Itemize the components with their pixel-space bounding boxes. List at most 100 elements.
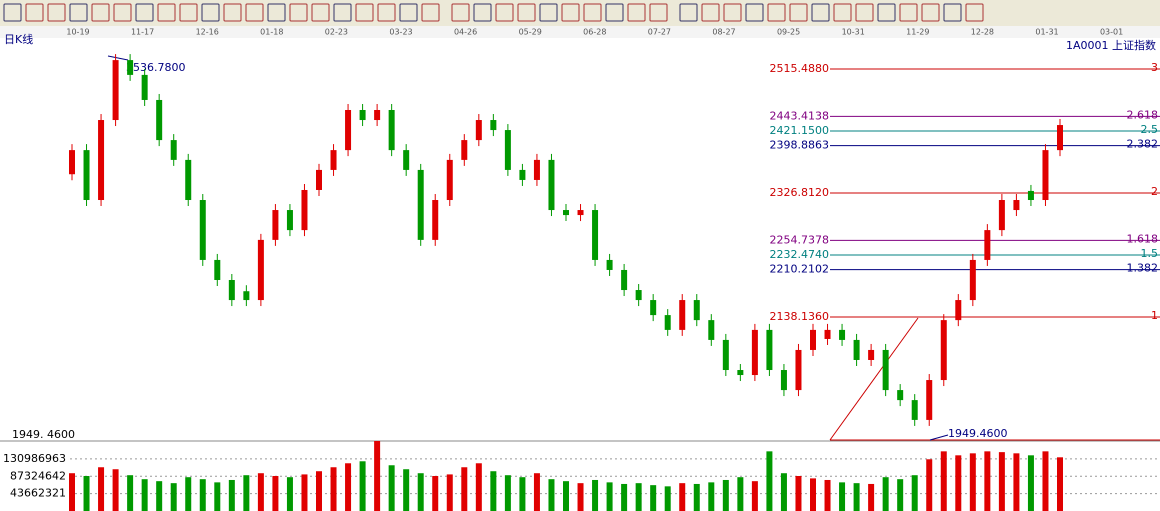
volume-bar: [824, 479, 831, 511]
toolbar-button[interactable]: [201, 3, 220, 22]
toolbar-button[interactable]: [421, 3, 440, 22]
candle-body: [621, 269, 628, 291]
toolbar-button[interactable]: [157, 3, 176, 22]
toolbar-button[interactable]: [649, 3, 668, 22]
toolbar-button[interactable]: [583, 3, 602, 22]
toolbar-button[interactable]: [113, 3, 132, 22]
candle-body: [1057, 125, 1063, 151]
candle-body: [69, 150, 75, 175]
volume-bar: [955, 455, 962, 511]
toolbar-button[interactable]: [289, 3, 308, 22]
toolbar-button[interactable]: [899, 3, 918, 22]
volume-bar: [868, 483, 875, 511]
toolbar-button[interactable]: [377, 3, 396, 22]
toolbar-button[interactable]: [965, 3, 984, 22]
date-label: 05-29: [519, 28, 542, 37]
toolbar-button[interactable]: [877, 3, 896, 22]
date-label: 12-28: [971, 28, 994, 37]
candle-body: [679, 300, 686, 330]
candle-body: [1013, 200, 1020, 211]
candle-body: [504, 130, 511, 170]
candle-body: [83, 150, 90, 201]
toolbar-button[interactable]: [179, 3, 198, 22]
candle-body: [403, 150, 410, 170]
volume-bar: [83, 476, 90, 511]
volume-bar: [98, 467, 105, 511]
volume-bar: [548, 479, 555, 511]
fib-ratio: 1.382: [1127, 262, 1159, 275]
high-annotation: 3536.7800: [126, 61, 186, 74]
toolbar-button[interactable]: [333, 3, 352, 22]
volume-bar: [432, 476, 439, 511]
volume-bar: [519, 477, 526, 511]
toolbar-button[interactable]: [267, 3, 286, 22]
candle-body: [330, 150, 337, 170]
toolbar-button[interactable]: [473, 3, 492, 22]
date-label: 12-16: [196, 28, 219, 37]
volume-bar: [751, 481, 758, 511]
toolbar-button[interactable]: [833, 3, 852, 22]
toolbar-button[interactable]: [311, 3, 330, 22]
volume-bar: [693, 483, 700, 511]
toolbar-button[interactable]: [245, 3, 264, 22]
toolbar-button[interactable]: [3, 3, 22, 22]
toolbar-button[interactable]: [921, 3, 940, 22]
volume-bar: [345, 463, 352, 511]
toolbar-button[interactable]: [855, 3, 874, 22]
volume-bar: [69, 473, 75, 511]
candle-body: [563, 210, 569, 216]
candle-body: [127, 60, 134, 75]
volume-bar: [374, 441, 381, 511]
candle-body: [795, 349, 802, 391]
toolbar-button[interactable]: [789, 3, 808, 22]
toolbar-button[interactable]: [25, 3, 44, 22]
toolbar-button[interactable]: [561, 3, 580, 22]
volume-bar: [1042, 451, 1049, 511]
toolbar-button[interactable]: [745, 3, 764, 22]
volume-bar: [330, 467, 337, 511]
fib-price: 2254.7378: [770, 233, 830, 246]
volume-bar: [417, 473, 424, 511]
symbol-label: 1A0001 上证指数: [1066, 38, 1156, 52]
candle-body: [940, 320, 947, 381]
candle-body: [722, 339, 729, 371]
candle-body: [432, 200, 439, 240]
toolbar-button[interactable]: [69, 3, 88, 22]
toolbar-button[interactable]: [943, 3, 962, 22]
candle-body: [548, 159, 555, 211]
toolbar-button[interactable]: [47, 3, 66, 22]
volume-bar: [316, 471, 322, 511]
toolbar-button[interactable]: [399, 3, 418, 22]
volume-bar: [984, 451, 991, 511]
toolbar-button[interactable]: [701, 3, 720, 22]
date-strip: [0, 26, 1160, 38]
toolbar-button[interactable]: [517, 3, 536, 22]
date-label: 08-27: [712, 28, 735, 37]
candle-body: [141, 74, 148, 100]
fib-price: 2443.4138: [770, 109, 830, 122]
volume-bar: [359, 461, 366, 511]
volume-bar: [926, 459, 933, 511]
toolbar-button[interactable]: [451, 3, 470, 22]
toolbar-button[interactable]: [495, 3, 514, 22]
toolbar-button[interactable]: [223, 3, 242, 22]
toolbar-button[interactable]: [135, 3, 154, 22]
toolbar-button[interactable]: [539, 3, 558, 22]
toolbar-button[interactable]: [91, 3, 110, 22]
candle-body: [185, 159, 192, 201]
toolbar-button[interactable]: [605, 3, 624, 22]
toolbar-button[interactable]: [679, 3, 698, 22]
candle-body: [98, 120, 105, 201]
volume-bar: [214, 482, 221, 511]
toolbar-button[interactable]: [627, 3, 646, 22]
volume-bar: [272, 476, 279, 511]
toolbar-button[interactable]: [767, 3, 786, 22]
toolbar-button[interactable]: [811, 3, 830, 22]
low-pointer: [929, 434, 949, 441]
candle-body: [998, 200, 1005, 231]
candle-body: [286, 210, 293, 231]
toolbar-button[interactable]: [355, 3, 374, 22]
date-label: 02-23: [325, 28, 348, 37]
toolbar-button[interactable]: [723, 3, 742, 22]
volume-bar: [286, 477, 293, 511]
